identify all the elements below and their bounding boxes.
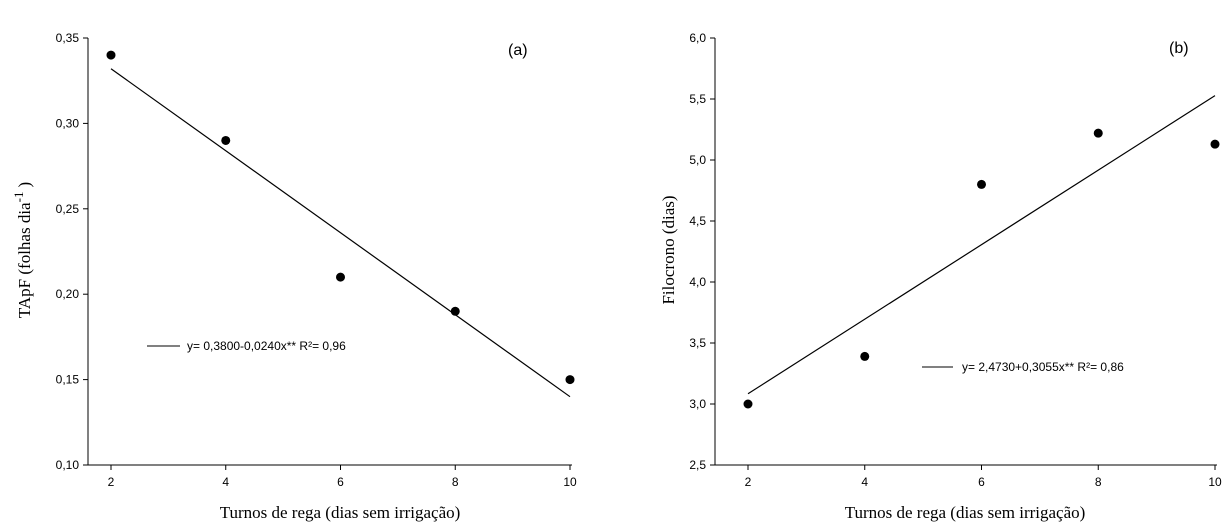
chart-b-x-tick-label: 2 [745, 475, 752, 489]
chart-a-y-tick-label: 0,15 [56, 373, 80, 387]
chart-a-y-tick-label: 0,20 [56, 287, 80, 301]
chart-a-data-point [106, 50, 116, 60]
chart-b-panel-label: (b) [1169, 40, 1189, 57]
chart-a-y-tick-label: 0,25 [56, 202, 80, 216]
chart-a-x-axis-label: Turnos de rega (dias sem irrigação) [220, 503, 461, 522]
chart-b-x-axis-label: Turnos de rega (dias sem irrigação) [845, 503, 1086, 522]
chart-a-x-tick-label: 4 [222, 475, 229, 489]
chart-b-y-tick-label: 3,5 [689, 336, 706, 350]
chart-b-y-tick-label: 5,0 [689, 153, 706, 167]
chart-a-y-axis-label: TApF (folhas dia-1) [11, 182, 34, 318]
chart-a-regression-line [110, 68, 571, 398]
chart-b-y-axis-label-main: Filocrono (dias) [659, 195, 678, 304]
chart-b-data-point [1093, 128, 1103, 138]
chart-b-y-tick-label: 2,5 [689, 458, 706, 472]
chart-b-data-point [743, 399, 753, 409]
chart-a-data-point [221, 135, 231, 145]
chart-b-legend-text: y= 2,4730+0,3055x** R²= 0,86 [962, 360, 1124, 374]
chart-a: 0,10 0,15 0,20 0,25 0,30 0,35 2 4 6 8 10 (a) y= 0,38… [11, 31, 577, 522]
chart-a-panel-label: (a) [508, 42, 528, 59]
chart-a-y-axis-label-main: TApF (folhas dia [15, 202, 34, 318]
chart-b-y-tick-label: 5,5 [689, 92, 706, 106]
chart-a-y-tick-label: 0,30 [56, 116, 80, 130]
chart-b-regression-line [747, 95, 1216, 395]
chart-a-data-point [336, 272, 345, 282]
chart-a-legend-text: y= 0,3800-0,0240x** R²= 0,96 [187, 339, 346, 353]
chart-b-data-point [860, 351, 870, 361]
chart-b-y-tick-label: 3,0 [689, 397, 706, 411]
chart-b-data-point [977, 179, 986, 189]
chart-b-x-tick-label: 4 [861, 475, 868, 489]
chart-b-y-tick-label: 6,0 [689, 31, 706, 45]
chart-a-y-tick-label: 0,10 [56, 458, 80, 472]
chart-a-x-tick-label: 6 [337, 475, 344, 489]
chart-b-data-point [1210, 139, 1220, 149]
chart-a-data-point [565, 375, 575, 385]
chart-b-x-tick-label: 8 [1095, 475, 1102, 489]
chart-b-y-tick-label: 4,5 [689, 214, 706, 228]
chart-b-x-tick-label: 10 [1208, 475, 1222, 489]
chart-a-data-point [450, 306, 460, 316]
chart-a-x-tick-label: 2 [108, 475, 115, 489]
chart-a-x-tick-label: 8 [452, 475, 459, 489]
chart-a-x-tick-label: 10 [563, 475, 577, 489]
chart-b-y-tick-label: 4,0 [689, 275, 706, 289]
chart-b-x-tick-label: 6 [978, 475, 985, 489]
chart-a-y-axis-label-close: ) [15, 182, 34, 188]
chart-b-y-axis-label: Filocrono (dias) [659, 195, 678, 304]
chart-a-y-axis-label-superscript: -1 [11, 192, 26, 203]
chart-b: 2,5 3,0 3,5 4,0 4,5 5,0 5,5 6,0 2 4 6 8 10 (b) y= 2,47… [659, 31, 1222, 522]
chart-a-y-tick-label: 0,35 [56, 31, 80, 45]
